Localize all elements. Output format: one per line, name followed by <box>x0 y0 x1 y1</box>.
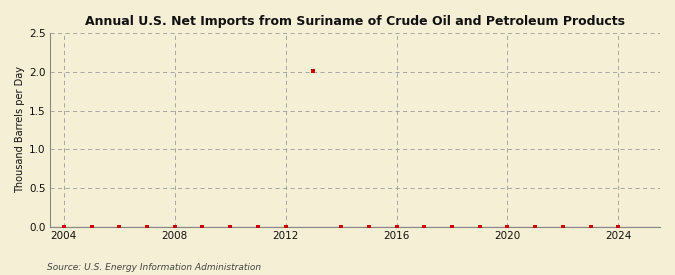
Y-axis label: Thousand Barrels per Day: Thousand Barrels per Day <box>15 67 25 193</box>
Text: Source: U.S. Energy Information Administration: Source: U.S. Energy Information Administ… <box>47 263 261 272</box>
Title: Annual U.S. Net Imports from Suriname of Crude Oil and Petroleum Products: Annual U.S. Net Imports from Suriname of… <box>85 15 625 28</box>
